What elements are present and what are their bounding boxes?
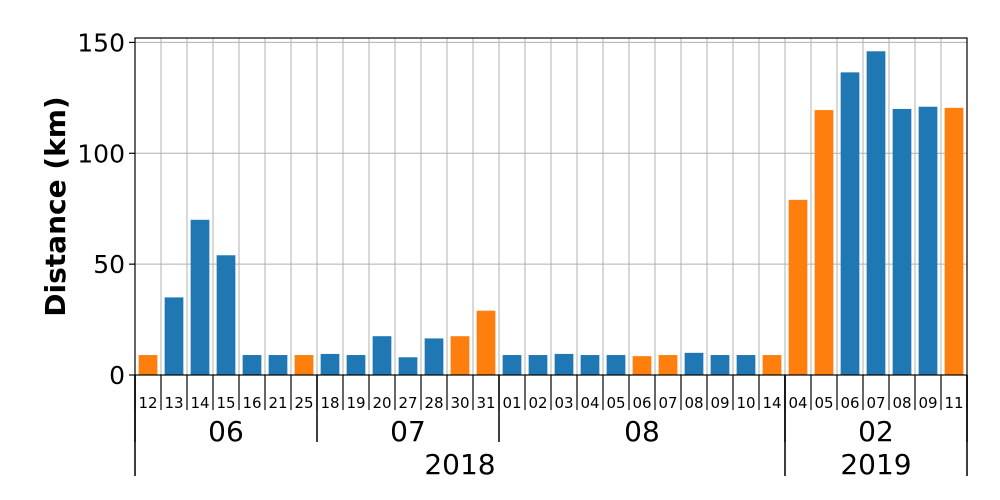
month-label: 06 [208, 415, 244, 448]
bar [216, 255, 236, 375]
x-tick-label: 04 [580, 394, 599, 412]
x-tick-label: 02 [528, 394, 547, 412]
x-tick-label: 27 [398, 394, 417, 412]
bar [762, 355, 782, 375]
x-tick-label: 11 [944, 394, 963, 412]
bar [788, 199, 808, 375]
month-label: 02 [858, 415, 894, 448]
month-label: 07 [390, 415, 426, 448]
y-tick-label: 0 [109, 361, 125, 390]
bar [632, 356, 652, 375]
x-tick-label: 07 [658, 394, 677, 412]
bar [294, 355, 314, 375]
y-tick-label: 100 [77, 139, 125, 168]
bar [580, 355, 600, 375]
x-tick-label: 30 [450, 394, 469, 412]
x-tick-label: 13 [164, 394, 183, 412]
bar [372, 336, 392, 375]
x-tick-label: 04 [788, 394, 807, 412]
bar [554, 353, 574, 375]
bar [320, 353, 340, 375]
x-tick-label: 09 [918, 394, 937, 412]
bar [502, 355, 522, 375]
bar [346, 355, 366, 375]
x-tick-label: 03 [554, 394, 573, 412]
bar [242, 355, 262, 375]
y-tick-label: 150 [77, 28, 125, 57]
x-tick-label: 07 [866, 394, 885, 412]
bar [424, 338, 444, 375]
bar [164, 297, 184, 375]
x-tick-label: 25 [294, 394, 313, 412]
x-tick-label: 06 [632, 394, 651, 412]
x-tick-label: 05 [606, 394, 625, 412]
x-tick-label: 21 [268, 394, 287, 412]
x-tick-label: 31 [476, 394, 495, 412]
bar [528, 355, 548, 375]
y-tick-label: 50 [93, 250, 125, 279]
bar [606, 355, 626, 375]
x-tick-label: 05 [814, 394, 833, 412]
year-label: 2018 [424, 448, 495, 481]
bar [476, 310, 496, 375]
y-axis-label: Distance (km) [39, 96, 72, 316]
x-tick-label: 08 [892, 394, 911, 412]
bar [684, 352, 704, 375]
bar [736, 355, 756, 375]
bar [450, 336, 470, 375]
bars [138, 51, 964, 376]
x-tick-label: 20 [372, 394, 391, 412]
x-tick-label: 01 [502, 394, 521, 412]
bar [190, 219, 210, 375]
x-tick-label: 06 [840, 394, 859, 412]
x-tick-label: 14 [190, 394, 209, 412]
bar [658, 355, 678, 375]
bar [840, 72, 860, 375]
year-label: 2019 [840, 448, 911, 481]
x-tick-label: 15 [216, 394, 235, 412]
month-label: 08 [624, 415, 660, 448]
bar [918, 106, 938, 376]
x-tick-label: 09 [710, 394, 729, 412]
bar [710, 355, 730, 375]
axes [129, 37, 968, 476]
x-tick-label: 12 [138, 394, 157, 412]
x-tick-label: 19 [346, 394, 365, 412]
x-tick-label: 10 [736, 394, 755, 412]
x-tick-label: 16 [242, 394, 261, 412]
x-tick-label: 14 [762, 394, 781, 412]
x-tick-label: 08 [684, 394, 703, 412]
bar [268, 355, 288, 375]
bar [398, 357, 418, 375]
bar [892, 108, 912, 376]
grid [135, 38, 967, 376]
bar [866, 51, 886, 375]
bar [138, 355, 158, 375]
x-tick-label: 28 [424, 394, 443, 412]
bar [814, 110, 834, 376]
bar [944, 107, 964, 376]
x-tick-label: 18 [320, 394, 339, 412]
